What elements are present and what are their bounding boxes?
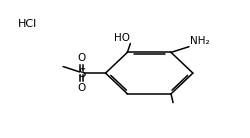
Text: O: O — [78, 53, 86, 63]
Text: O: O — [78, 83, 86, 93]
Text: NH₂: NH₂ — [189, 36, 208, 46]
Text: S: S — [78, 67, 85, 80]
Text: HO: HO — [114, 33, 129, 43]
Text: HCl: HCl — [18, 19, 37, 29]
